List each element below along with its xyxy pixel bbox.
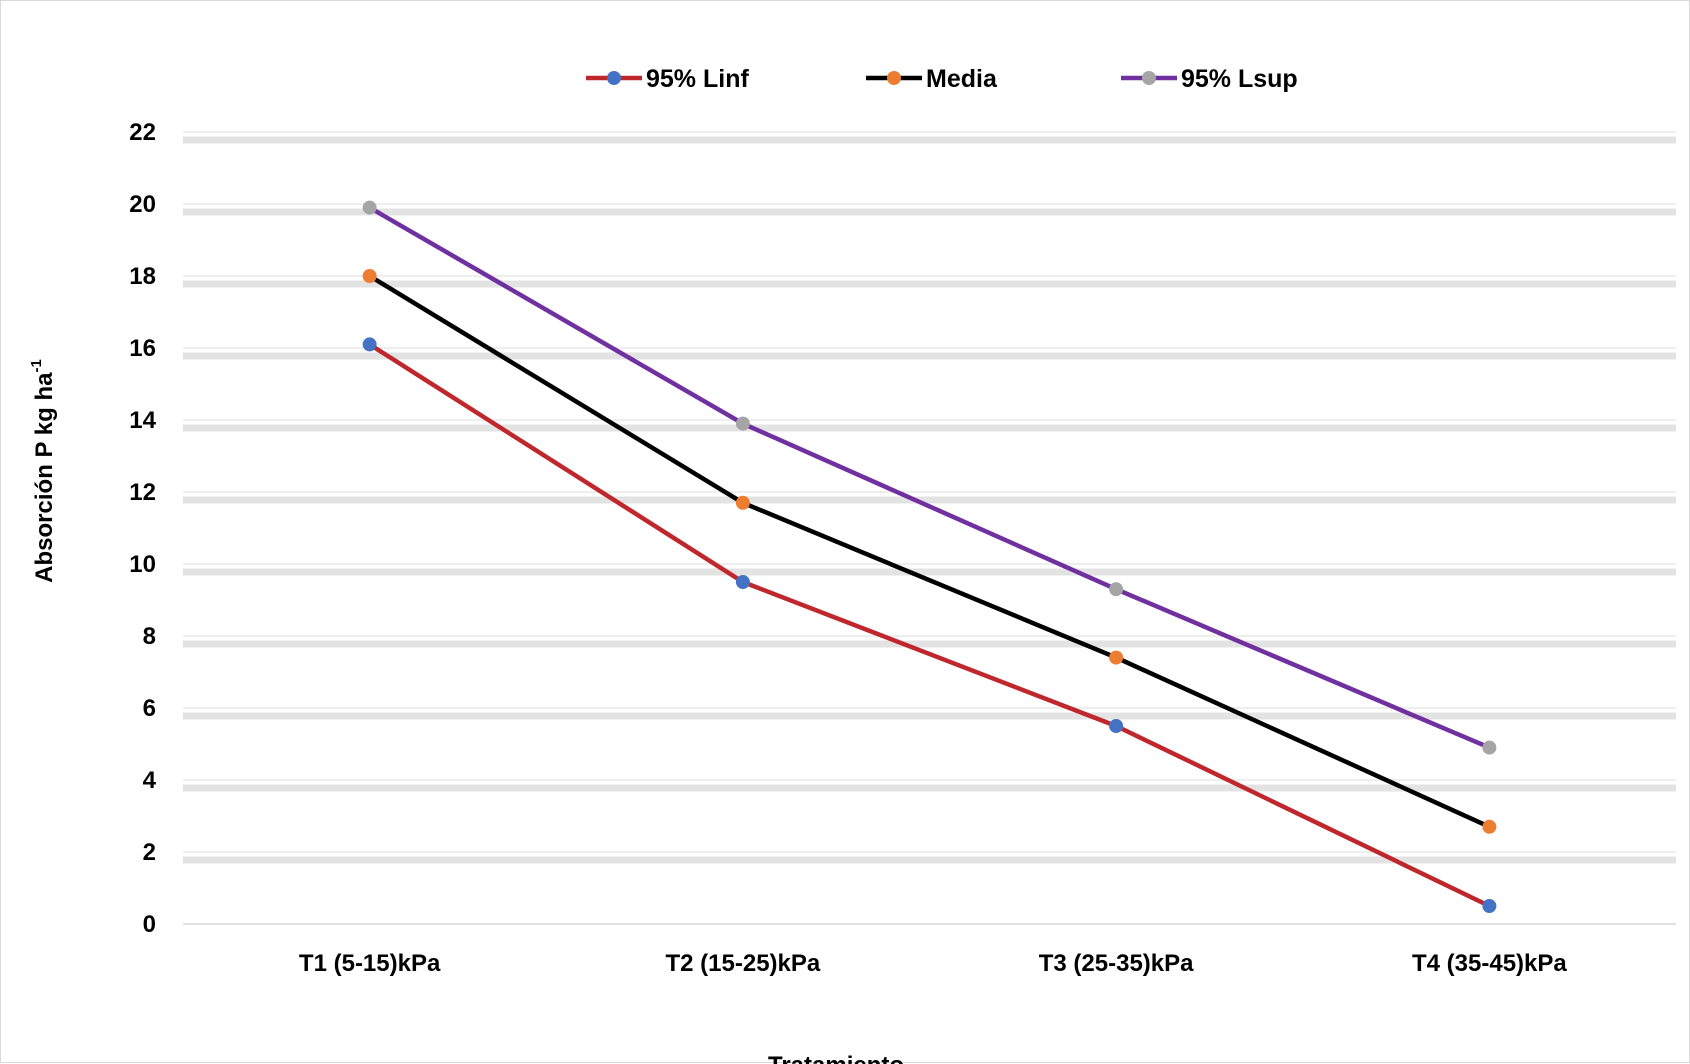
data-point	[1482, 819, 1497, 834]
data-point	[735, 495, 750, 510]
data-point	[1109, 582, 1124, 597]
y-tick-label: 14	[129, 407, 156, 434]
y-axis-title: Absorción P kg ha-1	[28, 359, 58, 583]
legend-item: 95% Lsup	[1121, 65, 1298, 93]
y-axis-tick-labels: 0 2 4 6 8 10 12 14 16 18 20 22	[129, 119, 156, 938]
x-tick-label: T4 (35-45)kPa	[1412, 950, 1567, 977]
data-point	[1482, 899, 1497, 913]
grid-lines	[183, 131, 1676, 925]
y-tick-label: 10	[129, 551, 156, 578]
y-tick-label: 6	[143, 695, 156, 722]
legend-marker-swatch	[887, 71, 901, 85]
legend: 95% Linf Media 95% Lsup	[586, 65, 1298, 93]
data-point	[1109, 719, 1124, 733]
legend-label: 95% Linf	[646, 65, 749, 93]
series-2	[362, 200, 1497, 755]
legend-label: Media	[926, 65, 998, 93]
y-tick-label: 8	[143, 623, 156, 650]
x-tick-label: T3 (25-35)kPa	[1039, 950, 1194, 977]
data-point	[362, 337, 377, 352]
data-point	[735, 416, 750, 431]
y-tick-label: 0	[143, 911, 156, 938]
legend-label: 95% Lsup	[1181, 65, 1298, 93]
y-axis-title-text: Absorción P kg ha	[31, 372, 58, 583]
x-tick-label: T2 (15-25)kPa	[666, 950, 821, 977]
x-axis-category-labels: T1 (5-15)kPa T2 (15-25)kPa T3 (25-35)kPa T4…	[299, 950, 1567, 977]
legend-item: Media	[866, 65, 998, 93]
y-tick-label: 16	[129, 335, 156, 362]
series-line	[368, 205, 1491, 750]
series-line	[368, 274, 1491, 829]
data-point	[362, 200, 377, 215]
x-axis-title: Tratamiento	[768, 1052, 904, 1064]
y-tick-label: 18	[129, 263, 156, 290]
y-tick-label: 20	[129, 191, 156, 218]
legend-marker-swatch	[1142, 71, 1156, 85]
data-point	[1482, 740, 1497, 755]
legend-marker-swatch	[607, 71, 621, 85]
series-line	[368, 342, 1491, 909]
data-point	[362, 269, 377, 283]
series-1	[362, 269, 1497, 834]
series-layer	[362, 200, 1497, 913]
y-tick-label: 12	[129, 479, 156, 506]
data-point	[735, 575, 750, 589]
y-tick-label: 4	[143, 767, 157, 794]
series-0	[362, 337, 1497, 913]
y-axis-title-superscript: -1	[28, 359, 45, 372]
data-point	[1109, 650, 1124, 665]
x-tick-label: T1 (5-15)kPa	[299, 950, 441, 977]
y-tick-label: 22	[129, 119, 156, 146]
y-tick-label: 2	[143, 839, 156, 866]
legend-item: 95% Linf	[586, 65, 749, 93]
